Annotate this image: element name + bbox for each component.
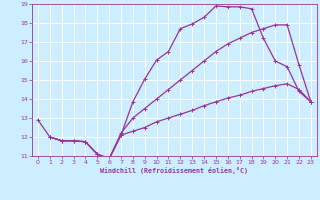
X-axis label: Windchill (Refroidissement éolien,°C): Windchill (Refroidissement éolien,°C) [100, 167, 248, 174]
